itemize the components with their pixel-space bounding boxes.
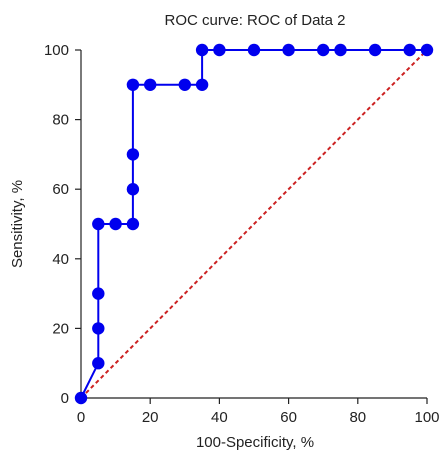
x-tick-label: 100	[414, 409, 439, 426]
y-tick-label: 20	[52, 320, 69, 337]
roc-point	[368, 43, 382, 57]
roc-point	[178, 78, 191, 92]
roc-point	[126, 217, 140, 231]
x-axis-label: 100-Specificity, %	[196, 434, 314, 451]
y-tick-label: 60	[52, 181, 69, 198]
chart-title: ROC curve: ROC of Data 2	[165, 12, 346, 29]
roc-point	[109, 217, 122, 231]
x-tick-label: 0	[77, 409, 85, 426]
series	[74, 43, 434, 405]
y-axis-label: Sensitivity, %	[9, 180, 26, 268]
roc-point	[334, 43, 347, 57]
roc-point	[213, 43, 226, 57]
roc-point	[92, 357, 105, 370]
ticks: 0 20 40 60 80 100 0 20 40 60 80 100	[44, 42, 440, 426]
roc-point	[126, 148, 140, 161]
roc-point	[247, 43, 261, 57]
roc-point	[420, 43, 434, 57]
y-tick-label: 100	[44, 42, 69, 59]
y-tick-label: 80	[52, 112, 69, 129]
x-tick-label: 40	[211, 409, 228, 426]
roc-point	[195, 43, 209, 57]
roc-point	[92, 287, 105, 300]
roc-point	[126, 78, 140, 92]
roc-point	[403, 43, 416, 57]
roc-point	[195, 78, 209, 92]
reference-line	[80, 49, 428, 399]
roc-point	[92, 322, 105, 335]
roc-point	[92, 217, 105, 231]
roc-point	[282, 43, 295, 57]
x-tick-label: 60	[280, 409, 297, 426]
x-tick-label: 20	[142, 409, 159, 426]
y-tick-label: 40	[52, 251, 69, 268]
y-tick-label: 0	[61, 390, 69, 407]
axes	[80, 50, 427, 399]
roc-point	[74, 391, 88, 405]
x-tick-label: 80	[349, 409, 366, 426]
roc-point	[126, 183, 140, 196]
roc-point	[144, 78, 157, 92]
roc-line	[80, 49, 427, 399]
roc-point	[317, 43, 330, 57]
